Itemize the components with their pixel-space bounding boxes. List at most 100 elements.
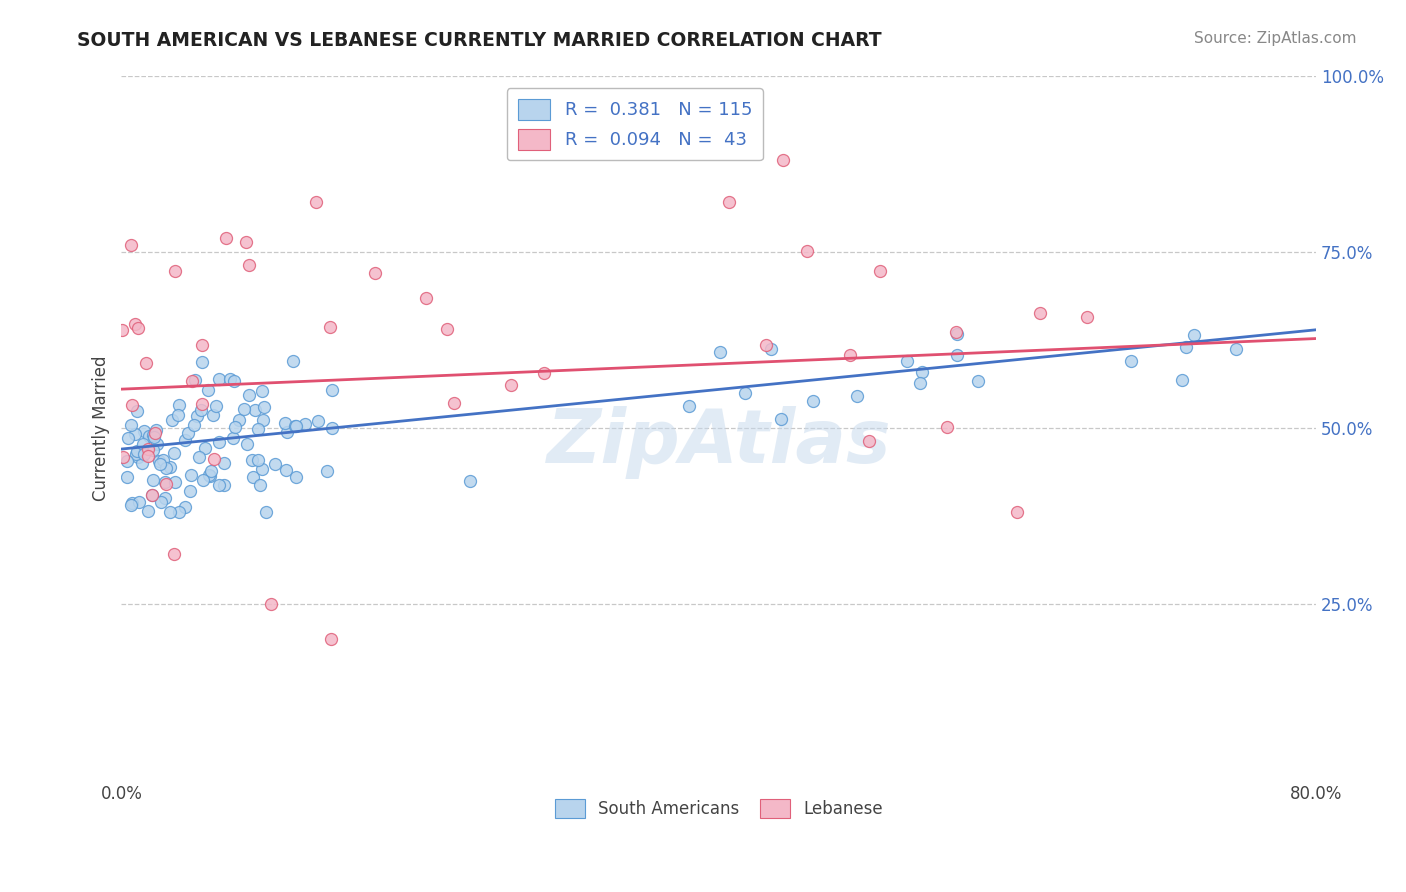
Point	[224, 374, 246, 388]
Point	[124, 318, 146, 332]
Point	[208, 434, 231, 449]
Point	[242, 452, 264, 467]
Point	[179, 483, 201, 498]
Point	[167, 398, 190, 412]
Point	[274, 463, 297, 477]
Point	[755, 338, 778, 352]
Point	[235, 235, 257, 249]
Point	[190, 338, 212, 352]
Point	[908, 376, 931, 391]
Point	[415, 291, 437, 305]
Point	[163, 446, 186, 460]
Point	[205, 399, 228, 413]
Point	[115, 469, 138, 483]
Point	[249, 477, 271, 491]
Point	[709, 344, 731, 359]
Point	[499, 377, 522, 392]
Point	[143, 426, 166, 441]
Point	[142, 430, 165, 444]
Point	[111, 323, 134, 337]
Point	[319, 632, 342, 647]
Point	[678, 400, 700, 414]
Point	[197, 383, 219, 397]
Point	[127, 321, 149, 335]
Point	[845, 388, 868, 402]
Point	[149, 457, 172, 471]
Point	[142, 473, 165, 487]
Point	[181, 375, 204, 389]
Point	[215, 230, 238, 244]
Point	[201, 409, 224, 423]
Point	[236, 437, 259, 451]
Point	[315, 465, 337, 479]
Point	[149, 495, 172, 509]
Point	[274, 416, 297, 430]
Point	[174, 433, 197, 447]
Text: SOUTH AMERICAN VS LEBANESE CURRENTLY MARRIED CORRELATION CHART: SOUTH AMERICAN VS LEBANESE CURRENTLY MAR…	[77, 31, 882, 50]
Point	[155, 476, 177, 491]
Point	[121, 496, 143, 510]
Point	[163, 264, 186, 278]
Point	[190, 403, 212, 417]
Point	[163, 547, 186, 561]
Point	[198, 469, 221, 483]
Point	[159, 460, 181, 475]
Y-axis label: Currently Married: Currently Married	[93, 355, 110, 500]
Point	[224, 420, 246, 434]
Point	[136, 442, 159, 456]
Point	[242, 470, 264, 484]
Point	[364, 266, 387, 280]
Point	[260, 597, 283, 611]
Point	[219, 372, 242, 386]
Point	[1170, 373, 1192, 387]
Point	[250, 461, 273, 475]
Point	[200, 464, 222, 478]
Point	[281, 353, 304, 368]
Point	[285, 418, 308, 433]
Point	[717, 194, 740, 209]
Point	[141, 488, 163, 502]
Point	[186, 409, 208, 423]
Point	[734, 386, 756, 401]
Point	[180, 467, 202, 482]
Point	[115, 454, 138, 468]
Point	[238, 258, 260, 272]
Point	[772, 153, 794, 167]
Point	[254, 506, 277, 520]
Point	[142, 443, 165, 458]
Point	[177, 426, 200, 441]
Point	[307, 414, 329, 428]
Point	[191, 397, 214, 411]
Point	[112, 450, 135, 464]
Point	[769, 412, 792, 426]
Point	[145, 423, 167, 437]
Point	[533, 366, 555, 380]
Point	[1182, 327, 1205, 342]
Point	[142, 428, 165, 442]
Point	[159, 506, 181, 520]
Point	[132, 447, 155, 461]
Point	[945, 326, 967, 340]
Point	[183, 373, 205, 387]
Point	[1029, 306, 1052, 320]
Point	[212, 477, 235, 491]
Point	[208, 478, 231, 492]
Point	[1076, 310, 1098, 324]
Point	[153, 475, 176, 490]
Point	[232, 401, 254, 416]
Point	[162, 413, 184, 427]
Point	[243, 403, 266, 417]
Point	[135, 356, 157, 370]
Point	[125, 447, 148, 461]
Point	[191, 354, 214, 368]
Point	[1007, 506, 1029, 520]
Point	[136, 504, 159, 518]
Point	[228, 413, 250, 427]
Point	[208, 372, 231, 386]
Point	[247, 422, 270, 436]
Point	[759, 342, 782, 356]
Point	[214, 456, 236, 470]
Point	[152, 452, 174, 467]
Point	[183, 418, 205, 433]
Point	[858, 434, 880, 449]
